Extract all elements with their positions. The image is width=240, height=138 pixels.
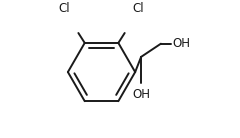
Text: OH: OH: [173, 37, 191, 50]
Text: Cl: Cl: [59, 2, 70, 15]
Text: Cl: Cl: [132, 2, 144, 15]
Text: OH: OH: [132, 88, 150, 101]
